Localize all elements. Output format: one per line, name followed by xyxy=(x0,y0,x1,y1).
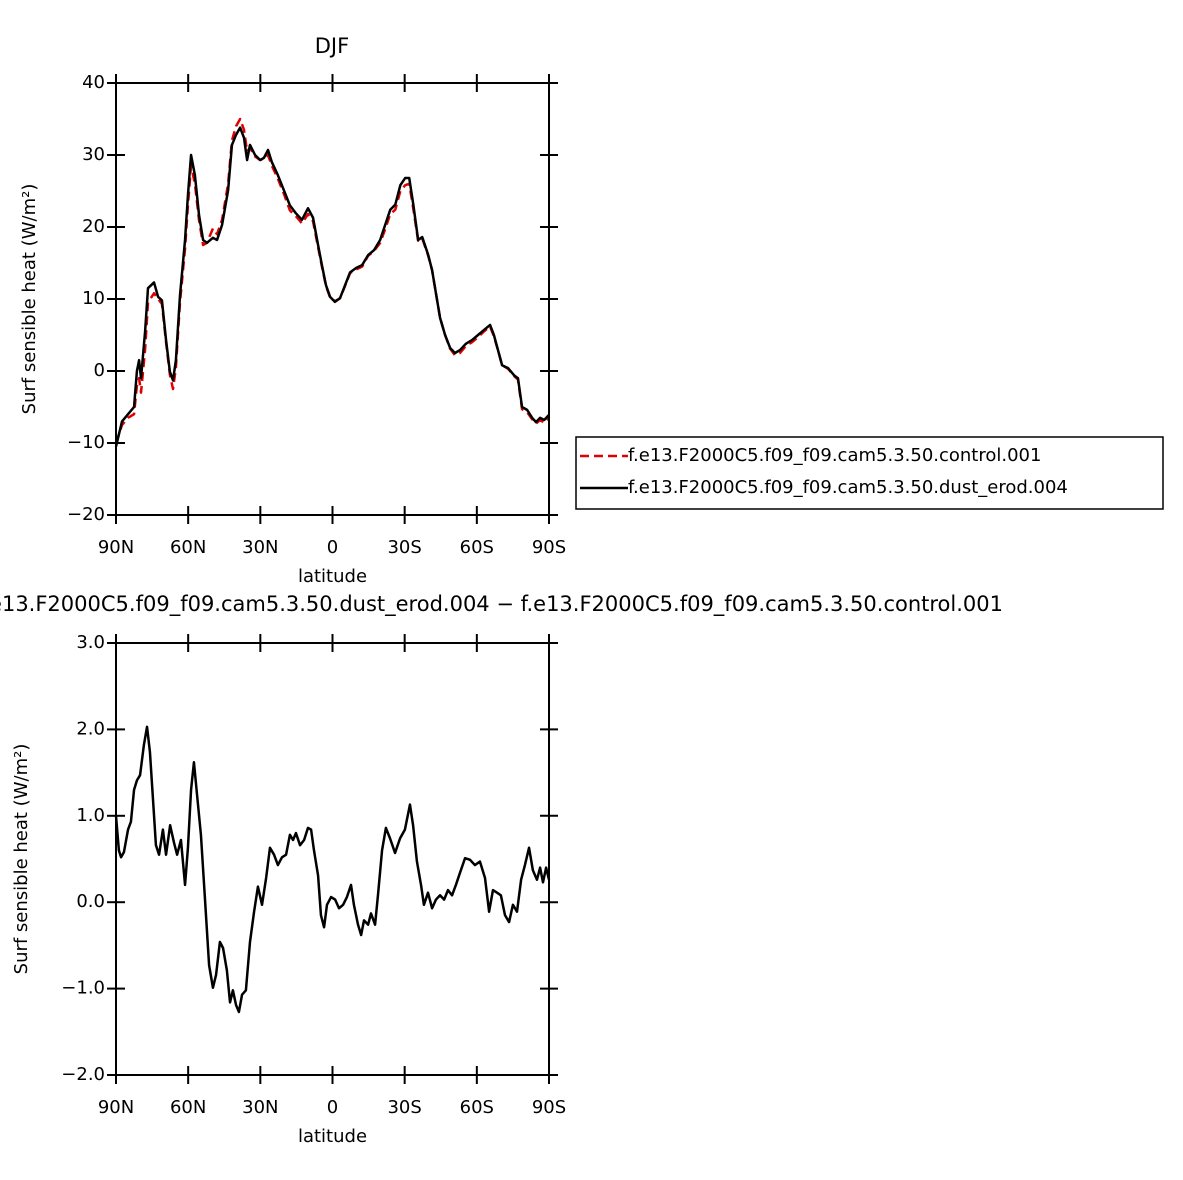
x-tick-label: 0 xyxy=(327,1097,338,1118)
x-tick-label: 90N xyxy=(98,1097,134,1118)
y-tick-label: 20 xyxy=(82,216,105,237)
data-line xyxy=(114,126,550,447)
plot-frame xyxy=(115,642,550,1076)
x-tick-label: 60N xyxy=(170,1097,206,1118)
y-tick-label: 10 xyxy=(82,288,105,309)
x-tick-label: 0 xyxy=(327,537,338,558)
y-tick-label: 30 xyxy=(82,144,105,165)
y-axis-label: Surf sensible heat (W/m²) xyxy=(11,744,32,975)
legend-label: f.e13.F2000C5.f09_f09.cam5.3.50.dust_ero… xyxy=(628,477,1068,498)
x-tick-label: 60S xyxy=(460,1097,494,1118)
y-tick-label: −2.0 xyxy=(61,1064,105,1085)
y-tick-label: 2.0 xyxy=(76,718,105,739)
x-tick-label: 60S xyxy=(460,537,494,558)
y-tick-label: −10 xyxy=(67,432,105,453)
chart-title: f.e13.F2000C5.f09_f09.cam5.3.50.dust_ero… xyxy=(0,592,1003,617)
y-tick-label: 0 xyxy=(94,360,105,381)
y-tick-label: 40 xyxy=(82,72,105,93)
x-tick-label: 90S xyxy=(532,1097,566,1118)
y-tick-label: −1.0 xyxy=(61,978,105,999)
x-tick-label: 30N xyxy=(242,537,278,558)
legend-box xyxy=(575,436,1164,510)
y-tick-label: 0.0 xyxy=(76,891,105,912)
data-line xyxy=(114,725,551,1014)
x-tick-label: 30S xyxy=(387,537,421,558)
y-tick-label: −20 xyxy=(67,504,105,525)
chart-title: DJF xyxy=(315,34,349,58)
x-tick-label: 90N xyxy=(98,537,134,558)
x-axis-label: latitude xyxy=(298,566,367,587)
y-axis-label: Surf sensible heat (W/m²) xyxy=(19,184,40,415)
legend-label: f.e13.F2000C5.f09_f09.cam5.3.50.control.… xyxy=(628,445,1041,466)
y-tick-label: 3.0 xyxy=(76,632,105,653)
x-tick-label: 60N xyxy=(170,537,206,558)
x-tick-label: 30N xyxy=(242,1097,278,1118)
plot-frame xyxy=(115,82,550,516)
x-tick-label: 90S xyxy=(532,537,566,558)
y-tick-label: 1.0 xyxy=(76,805,105,826)
x-axis-label: latitude xyxy=(298,1126,367,1147)
x-tick-label: 30S xyxy=(387,1097,421,1118)
